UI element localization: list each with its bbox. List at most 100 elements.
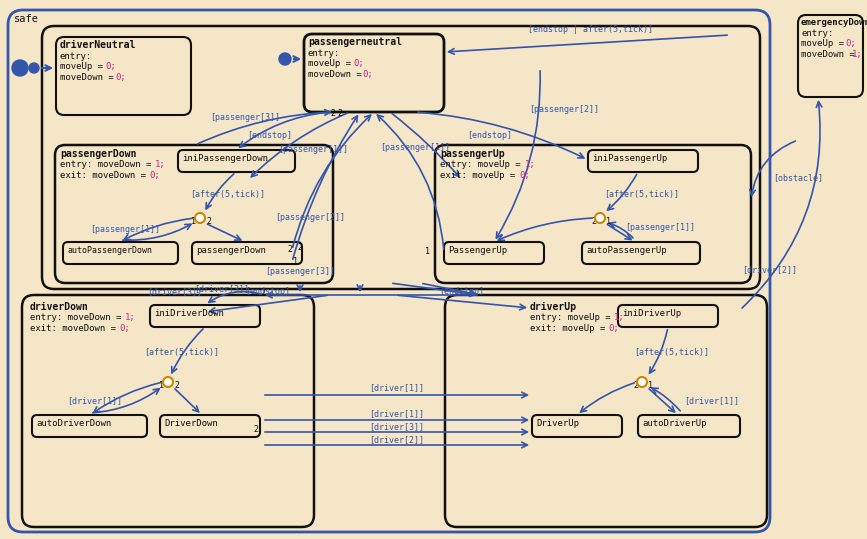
Text: moveUp =: moveUp = — [308, 59, 356, 68]
Text: iniDriverDown: iniDriverDown — [154, 309, 224, 318]
FancyBboxPatch shape — [532, 415, 622, 437]
Text: 0;: 0; — [608, 324, 619, 333]
Text: [endstop]: [endstop] — [440, 287, 485, 295]
Text: passengerneutral: passengerneutral — [308, 37, 402, 47]
Text: exit: moveUp =: exit: moveUp = — [530, 324, 610, 333]
FancyBboxPatch shape — [178, 150, 295, 172]
Text: DriverUp: DriverUp — [536, 419, 579, 428]
FancyBboxPatch shape — [22, 295, 314, 527]
Text: [endstop]: [endstop] — [247, 132, 292, 141]
Text: [driver[1]]: [driver[1]] — [369, 384, 425, 392]
Text: [passenger[1]]: [passenger[1]] — [625, 224, 695, 232]
Text: [after(5,tick)]: [after(5,tick)] — [191, 190, 265, 199]
Text: 2: 2 — [591, 217, 596, 225]
Text: 1;: 1; — [125, 313, 136, 322]
Text: 2: 2 — [633, 381, 638, 390]
Text: PassengerUp: PassengerUp — [448, 246, 507, 255]
Text: 1;: 1; — [525, 160, 536, 169]
Text: driverNeutral: driverNeutral — [60, 40, 136, 50]
FancyBboxPatch shape — [160, 415, 260, 437]
Text: entry:: entry: — [308, 49, 340, 58]
Text: moveDown =: moveDown = — [60, 73, 119, 82]
FancyBboxPatch shape — [32, 415, 147, 437]
FancyBboxPatch shape — [638, 415, 740, 437]
Text: autoDriverDown: autoDriverDown — [36, 419, 111, 428]
Text: exit: moveDown =: exit: moveDown = — [60, 171, 152, 180]
Text: autoPassengerDown: autoPassengerDown — [67, 246, 152, 255]
Text: entry: moveUp =: entry: moveUp = — [440, 160, 526, 169]
Text: 2: 2 — [297, 244, 303, 252]
Text: 0;: 0; — [519, 171, 530, 180]
Text: exit: moveUp =: exit: moveUp = — [440, 171, 520, 180]
Text: autoPassengerUp: autoPassengerUp — [586, 246, 667, 255]
FancyBboxPatch shape — [8, 10, 770, 532]
Text: passengerDown: passengerDown — [60, 149, 136, 159]
Circle shape — [637, 377, 647, 387]
Text: moveDown =: moveDown = — [308, 70, 367, 79]
Text: [passenger[2]]: [passenger[2]] — [275, 213, 345, 223]
Text: 0;: 0; — [149, 171, 160, 180]
Text: 2: 2 — [288, 245, 292, 254]
Text: 0;: 0; — [353, 59, 364, 68]
Text: 1: 1 — [648, 381, 653, 390]
Circle shape — [29, 63, 39, 73]
Text: driverUp: driverUp — [530, 302, 577, 312]
Circle shape — [195, 213, 205, 223]
Text: 0;: 0; — [845, 39, 856, 48]
Text: exit: moveDown =: exit: moveDown = — [30, 324, 121, 333]
Text: 1;: 1; — [614, 313, 625, 322]
Text: [passenger[2]]: [passenger[2]] — [529, 106, 599, 114]
Text: 1: 1 — [606, 217, 611, 225]
Text: 1: 1 — [159, 381, 164, 390]
Text: [passenger[3]]: [passenger[3]] — [210, 114, 280, 122]
Text: 1: 1 — [191, 217, 196, 225]
Circle shape — [12, 60, 28, 76]
FancyBboxPatch shape — [798, 15, 863, 97]
Circle shape — [163, 377, 173, 387]
Text: moveUp =: moveUp = — [60, 62, 108, 71]
Text: 0;: 0; — [115, 73, 126, 82]
Text: [endstop]: [endstop] — [245, 287, 290, 295]
Text: passengerUp: passengerUp — [440, 149, 505, 159]
Text: 2: 2 — [260, 289, 265, 299]
Text: [driver[3]]: [driver[3]] — [194, 285, 250, 294]
Text: [endstop]: [endstop] — [467, 132, 512, 141]
FancyBboxPatch shape — [435, 145, 751, 283]
Text: safe: safe — [14, 14, 39, 24]
Text: entry:: entry: — [801, 29, 833, 38]
Text: autoDriverUp: autoDriverUp — [642, 419, 707, 428]
Text: iniDriverUp: iniDriverUp — [622, 309, 681, 318]
Text: 0;: 0; — [105, 62, 116, 71]
FancyBboxPatch shape — [192, 242, 302, 264]
Text: 2: 2 — [337, 108, 342, 118]
Text: entry: moveDown =: entry: moveDown = — [30, 313, 127, 322]
Text: 0;: 0; — [362, 70, 373, 79]
FancyBboxPatch shape — [150, 305, 260, 327]
Text: entry:: entry: — [60, 52, 92, 61]
Text: [passenger[1]]: [passenger[1]] — [90, 225, 160, 234]
FancyBboxPatch shape — [63, 242, 178, 264]
Text: moveUp =: moveUp = — [801, 39, 850, 48]
Circle shape — [279, 53, 291, 65]
Circle shape — [595, 213, 605, 223]
Text: driverDown: driverDown — [30, 302, 88, 312]
Text: [driver[3]]: [driver[3]] — [147, 287, 203, 296]
Text: 1: 1 — [426, 247, 431, 257]
FancyBboxPatch shape — [588, 150, 698, 172]
Text: [endstop | after(5,tick)]: [endstop | after(5,tick)] — [527, 24, 653, 33]
Text: 2: 2 — [330, 108, 336, 118]
Text: 2: 2 — [206, 217, 211, 225]
Text: [driver[1]]: [driver[1]] — [685, 397, 740, 405]
Text: 2: 2 — [174, 381, 179, 390]
Text: [driver[3]]: [driver[3]] — [369, 423, 425, 432]
Text: DriverDown: DriverDown — [164, 419, 218, 428]
FancyBboxPatch shape — [445, 295, 767, 527]
FancyBboxPatch shape — [55, 145, 333, 283]
Text: [after(5,tick)]: [after(5,tick)] — [604, 190, 680, 199]
Text: 2: 2 — [253, 425, 258, 433]
Text: iniPassengerDown: iniPassengerDown — [182, 154, 268, 163]
Text: iniPassengerUp: iniPassengerUp — [592, 154, 668, 163]
Text: entry: moveDown =: entry: moveDown = — [60, 160, 157, 169]
Text: [after(5,tick)]: [after(5,tick)] — [635, 348, 709, 356]
Text: passengerDown: passengerDown — [196, 246, 266, 255]
